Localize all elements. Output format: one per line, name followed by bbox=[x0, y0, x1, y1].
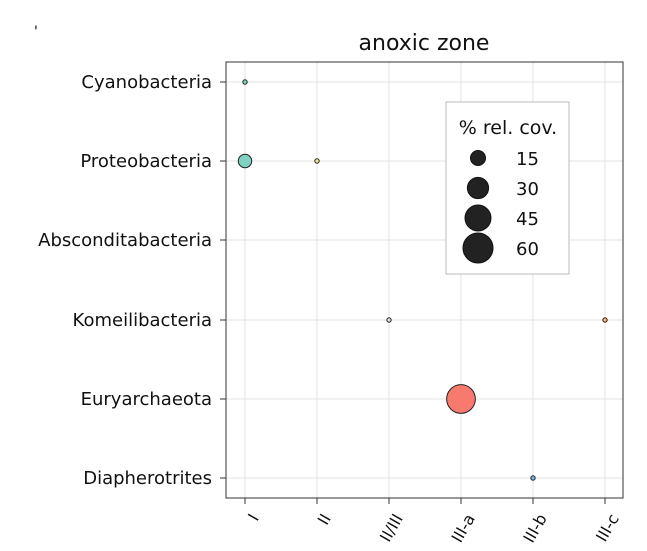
grid-layer bbox=[226, 62, 623, 498]
x-tick-label-iii-c: III-c bbox=[592, 511, 623, 545]
legend-label-45: 45 bbox=[516, 209, 539, 230]
x-tick-label-i: I bbox=[244, 511, 263, 525]
point-komeilibacteria-ii-iii bbox=[386, 317, 392, 323]
x-tick-label-iii-a: III-a bbox=[448, 511, 479, 546]
legend-entries: 15 30 45 60 bbox=[462, 149, 539, 264]
legend-marker-15 bbox=[470, 150, 486, 166]
corner-mark: ' bbox=[34, 24, 38, 40]
legend-marker-60 bbox=[462, 232, 494, 264]
point-komeilibacteria-iii-c bbox=[602, 317, 608, 323]
plot-frame bbox=[225, 61, 624, 499]
point-euryarchaeota-iii-a bbox=[446, 384, 476, 414]
y-tick-label-cyanobacteria: Cyanobacteria bbox=[81, 72, 212, 93]
x-tick-label-iii-b: III-b bbox=[519, 511, 551, 547]
chart-title: anoxic zone bbox=[359, 31, 490, 56]
point-proteobacteria-i bbox=[237, 153, 253, 169]
y-tick-label-proteobacteria: Proteobacteria bbox=[80, 151, 212, 172]
legend-label-60: 60 bbox=[516, 239, 539, 260]
point-cyanobacteria-i bbox=[242, 79, 248, 85]
x-tick-label-ii: II bbox=[314, 511, 335, 529]
point-diapherotrites-iii-b bbox=[530, 475, 536, 481]
x-tick-label-ii-iii: II/III bbox=[376, 511, 407, 546]
points-layer bbox=[237, 79, 608, 481]
legend: % rel. cov. 15 30 45 60 bbox=[445, 101, 570, 275]
legend-marker-45 bbox=[464, 204, 492, 232]
legend-marker-30 bbox=[466, 176, 490, 200]
legend-title: % rel. cov. bbox=[459, 117, 557, 139]
y-tick-label-absconditabacteria: Absconditabacteria bbox=[38, 230, 212, 251]
point-proteobacteria-ii bbox=[314, 158, 320, 164]
y-tick-label-euryarchaeota: Euryarchaeota bbox=[81, 389, 212, 410]
y-tick-label-komeilibacteria: Komeilibacteria bbox=[73, 310, 212, 331]
legend-label-30: 30 bbox=[516, 179, 539, 200]
legend-label-15: 15 bbox=[516, 149, 539, 170]
y-tick-label-diapherotrites: Diapherotrites bbox=[83, 468, 212, 489]
